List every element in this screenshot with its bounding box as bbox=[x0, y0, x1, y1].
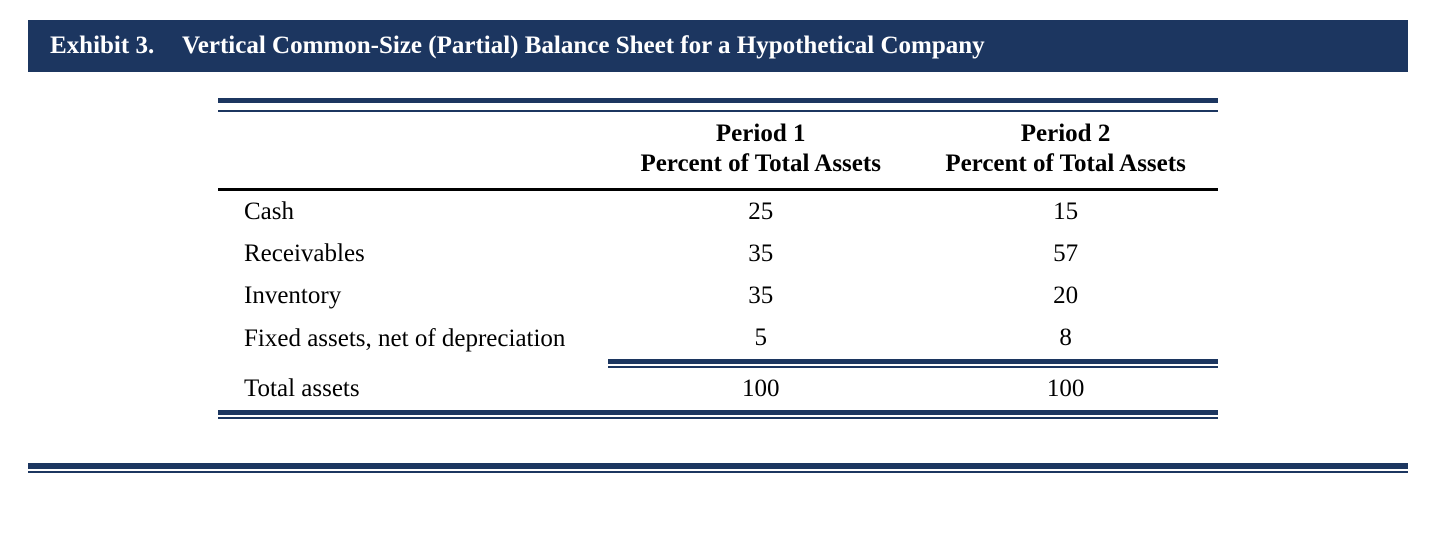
table-total-row: Total assets 100 100 bbox=[218, 368, 1218, 413]
row-value: 20 bbox=[913, 275, 1218, 317]
header-blank bbox=[218, 112, 608, 150]
row-label: Cash bbox=[218, 191, 608, 233]
row-value: 15 bbox=[913, 191, 1218, 233]
exhibit-banner: Exhibit 3. Vertical Common-Size (Partial… bbox=[28, 20, 1408, 72]
row-value: 5 bbox=[608, 317, 913, 362]
table-header-row-1: Period 1 Period 2 bbox=[218, 112, 1218, 150]
row-label: Inventory bbox=[218, 275, 608, 317]
table-row: Receivables 35 57 bbox=[218, 233, 1218, 275]
total-value: 100 bbox=[608, 368, 913, 413]
balance-sheet-table: Period 1 Period 2 Percent of Total Asset… bbox=[218, 98, 1218, 419]
table-row: Inventory 35 20 bbox=[218, 275, 1218, 317]
row-value: 8 bbox=[913, 317, 1218, 362]
row-label: Receivables bbox=[218, 233, 608, 275]
header-period1-line2: Percent of Total Assets bbox=[608, 150, 913, 190]
exhibit-title: Vertical Common-Size (Partial) Balance S… bbox=[182, 32, 985, 59]
row-value: 35 bbox=[608, 233, 913, 275]
page: Exhibit 3. Vertical Common-Size (Partial… bbox=[0, 0, 1436, 501]
row-value: 25 bbox=[608, 191, 913, 233]
table-row: Fixed assets, net of depreciation 5 8 bbox=[218, 317, 1218, 362]
row-value: 57 bbox=[913, 233, 1218, 275]
footer-divider bbox=[28, 463, 1408, 471]
exhibit-label: Exhibit 3. bbox=[50, 32, 154, 59]
header-period2-line2: Percent of Total Assets bbox=[913, 150, 1218, 190]
footer-divider-thin bbox=[28, 471, 1408, 473]
total-value: 100 bbox=[913, 368, 1218, 413]
table-header-row-2: Percent of Total Assets Percent of Total… bbox=[218, 150, 1218, 190]
header-period1-line1: Period 1 bbox=[608, 112, 913, 150]
table-row: Cash 25 15 bbox=[218, 191, 1218, 233]
row-label: Fixed assets, net of depreciation bbox=[218, 317, 608, 362]
row-value: 35 bbox=[608, 275, 913, 317]
header-period2-line1: Period 2 bbox=[913, 112, 1218, 150]
total-label: Total assets bbox=[218, 368, 608, 413]
